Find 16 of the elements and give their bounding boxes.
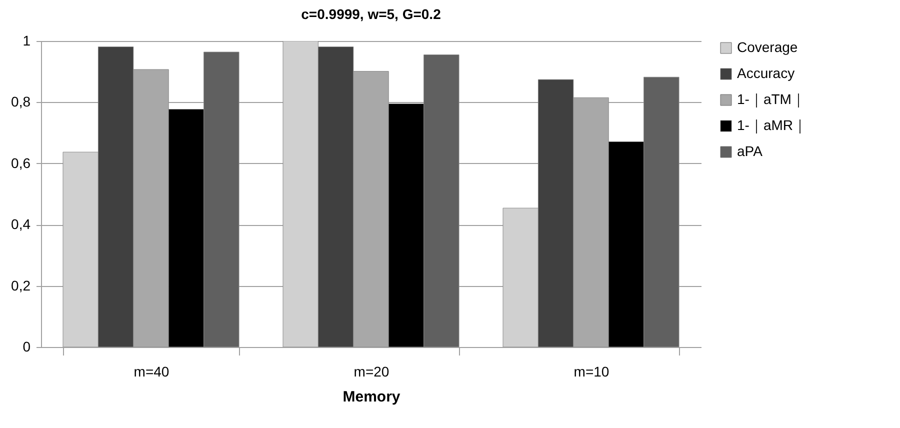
y-tick-label: 0,2 [11, 277, 31, 294]
x-tick-label: m=20 [354, 364, 390, 380]
legend-label: Accuracy [737, 65, 795, 81]
legend-label: 1-｜aTM｜ [737, 91, 806, 108]
x-tick-label: m=40 [134, 364, 170, 380]
legend-label: Coverage [737, 39, 798, 55]
y-tick-label: 1 [22, 32, 31, 48]
legend-label: aPA [737, 143, 764, 159]
x-axis-title: Memory [342, 388, 401, 406]
chart-title: c=0.9999, w=5, G=0.2 [301, 6, 442, 22]
x-tick-label: m=10 [574, 364, 610, 380]
y-tick-label: 0 [22, 338, 31, 354]
y-tick-label: 0,6 [11, 154, 31, 171]
y-tick-label: 0,4 [11, 216, 31, 232]
legend-label: 1-｜aMR｜ [737, 117, 808, 134]
y-tick-label: 0,8 [11, 94, 31, 110]
